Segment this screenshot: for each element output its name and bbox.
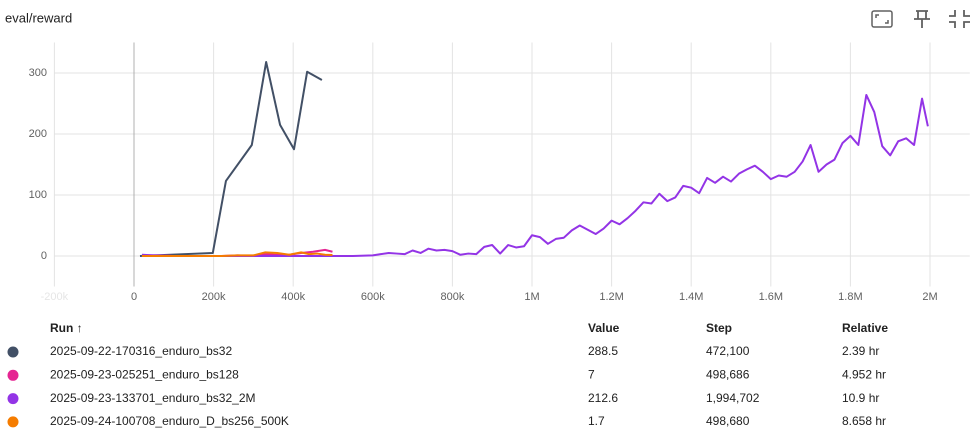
y-tick-label: 0 [41,250,47,262]
x-tick-label: 600k [361,291,385,303]
pin-icon[interactable] [914,10,930,28]
y-tick-label: 100 [29,189,47,201]
x-tick-label: 400k [281,291,305,303]
x-tick-label: -200k [41,291,69,303]
x-tick-label: 1.2M [599,291,623,303]
cell-step: 498,680 [706,414,750,428]
x-tick-label: 1M [524,291,539,303]
plot-area [139,61,929,257]
run-color-dot [7,416,19,428]
series-line [139,61,323,257]
cell-relative: 10.9 hr [842,391,879,405]
run-name: 2025-09-23-133701_enduro_bs32_2M [50,391,256,405]
y-tick-label: 200 [29,128,47,140]
column-header: Relative [842,321,888,335]
cell-value: 288.5 [588,344,618,358]
x-tick-label: 2M [922,291,937,303]
collapse-icon[interactable] [949,10,970,28]
run-color-dot [7,393,19,405]
card-title: eval/reward [5,10,72,25]
x-tick-label: 800k [440,291,464,303]
x-tick-label: 1.6M [759,291,783,303]
cell-value: 7 [588,367,595,381]
x-tick-label: 200k [202,291,226,303]
run-table: Run ↑ Value Step Relative 2025-09-22-170316_… [7,321,888,428]
grid [53,42,970,287]
x-tick-label: 0 [131,291,137,303]
column-header[interactable]: Run ↑ [50,321,83,335]
cell-value: 212.6 [588,391,618,405]
y-tick-label: 300 [29,67,47,79]
cell-relative: 8.658 hr [842,414,886,428]
fullscreen-icon[interactable] [871,10,893,28]
cell-relative: 4.952 hr [842,367,886,381]
x-tick-label: 1.4M [679,291,703,303]
series-line [141,93,929,257]
run-name: 2025-09-24-100708_enduro_D_bs256_500K [50,414,289,428]
cell-value: 1.7 [588,414,605,428]
series-line [141,251,333,257]
column-header: Step [706,321,732,335]
run-name: 2025-09-23-025251_enduro_bs128 [50,367,239,381]
cell-step: 1,994,702 [706,391,760,405]
run-color-dot [7,369,19,381]
run-color-dot [7,346,19,358]
cell-step: 498,686 [706,367,750,381]
cell-step: 472,100 [706,344,750,358]
ticks: 0 100 200 300 -200k 0 200k 400k 600k 800k 1M 1.2M 1.… [29,67,938,303]
cell-relative: 2.39 hr [842,344,879,358]
run-name: 2025-09-22-170316_enduro_bs32 [50,344,232,358]
column-header: Value [588,321,620,335]
x-tick-label: 1.8M [838,291,862,303]
